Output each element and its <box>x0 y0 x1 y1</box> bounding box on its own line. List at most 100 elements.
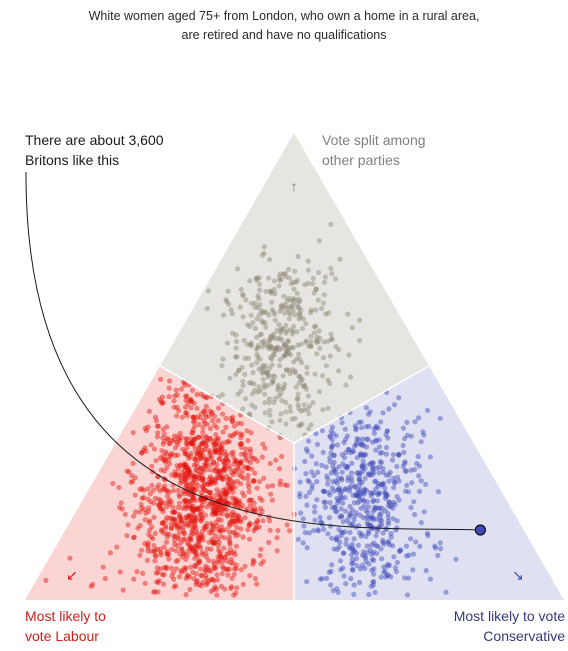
data-point-labour <box>173 558 179 565</box>
data-point-other <box>328 331 334 337</box>
data-point-labour <box>184 470 190 476</box>
data-point-labour <box>145 508 151 515</box>
data-point-labour <box>247 449 253 455</box>
data-point-other <box>278 411 284 417</box>
data-point-labour <box>130 430 136 436</box>
data-point-labour <box>217 549 224 555</box>
data-point-labour <box>182 521 188 527</box>
data-point-conservative <box>362 486 368 492</box>
data-point-other <box>248 342 254 348</box>
data-point-labour <box>202 523 208 530</box>
data-point-conservative <box>320 449 326 455</box>
data-point-labour <box>170 517 176 523</box>
data-point-labour <box>198 489 205 496</box>
data-point-other <box>268 334 274 340</box>
data-point-labour <box>164 488 171 494</box>
data-point-labour <box>154 434 160 440</box>
data-point-labour <box>194 578 200 584</box>
data-point-conservative <box>363 558 369 565</box>
data-point-labour <box>215 543 221 549</box>
data-point-labour <box>133 509 139 515</box>
data-point-conservative <box>404 432 410 438</box>
data-point-conservative <box>367 409 373 415</box>
data-point-conservative <box>374 526 380 532</box>
data-point-conservative <box>343 436 349 442</box>
data-point-other <box>268 333 275 339</box>
data-point-labour <box>226 463 232 469</box>
data-point-labour <box>171 509 177 515</box>
data-point-labour <box>185 465 191 471</box>
data-point-labour <box>182 473 188 479</box>
data-point-other <box>248 312 254 318</box>
data-point-labour <box>269 483 276 489</box>
data-point-labour <box>231 521 237 527</box>
data-point-labour <box>122 511 128 517</box>
data-point-labour <box>186 467 192 473</box>
data-point-labour <box>218 533 224 539</box>
data-point-conservative <box>392 402 398 408</box>
data-point-labour <box>203 582 209 588</box>
data-point-conservative <box>353 427 359 433</box>
data-point-labour <box>210 527 217 533</box>
data-point-labour <box>215 418 221 424</box>
data-point-labour <box>184 440 190 446</box>
data-point-labour <box>210 540 216 547</box>
data-point-labour <box>259 508 265 514</box>
data-point-other <box>236 368 242 374</box>
data-point-labour <box>181 462 188 468</box>
data-point-labour <box>216 441 222 447</box>
data-point-labour <box>195 434 201 440</box>
data-point-conservative <box>355 487 361 493</box>
data-point-other <box>272 311 278 318</box>
data-point-labour <box>200 425 206 431</box>
data-point-conservative <box>339 529 345 535</box>
data-point-labour <box>189 387 196 393</box>
data-point-other <box>294 290 300 296</box>
data-point-conservative <box>306 479 312 485</box>
data-point-labour <box>209 536 216 542</box>
data-point-labour <box>252 456 258 462</box>
data-point-labour <box>183 410 189 416</box>
data-point-other <box>315 269 322 276</box>
data-point-labour <box>218 507 224 513</box>
data-point-conservative <box>306 489 312 496</box>
data-point-conservative <box>378 546 384 552</box>
data-point-conservative <box>361 487 367 494</box>
data-point-labour <box>183 462 189 468</box>
data-point-conservative <box>312 504 318 510</box>
data-point-labour <box>192 418 198 424</box>
data-point-labour <box>236 466 242 472</box>
data-point-labour <box>139 547 145 553</box>
data-point-labour <box>203 443 209 449</box>
data-point-labour <box>176 511 182 517</box>
data-point-labour <box>252 470 258 476</box>
data-point-conservative <box>369 472 375 478</box>
data-point-labour <box>217 510 223 516</box>
data-point-conservative <box>387 542 393 548</box>
data-point-labour <box>204 580 210 586</box>
data-point-other <box>290 307 296 314</box>
data-point-other <box>262 410 268 416</box>
data-point-labour <box>199 509 205 515</box>
data-point-labour <box>171 404 177 410</box>
data-point-other <box>284 349 290 355</box>
data-point-labour <box>187 499 193 505</box>
data-point-labour <box>172 517 178 523</box>
data-point-conservative <box>373 438 379 444</box>
data-point-labour <box>202 482 208 488</box>
data-point-conservative <box>423 567 429 574</box>
data-point-conservative <box>355 437 362 443</box>
data-point-labour <box>216 475 222 481</box>
data-point-labour <box>190 477 196 483</box>
data-point-conservative <box>370 468 376 474</box>
data-point-conservative <box>368 493 374 499</box>
data-point-labour <box>196 560 202 566</box>
data-point-other <box>246 380 253 386</box>
data-point-labour <box>233 533 239 539</box>
data-point-conservative <box>344 517 350 523</box>
data-point-conservative <box>306 530 312 536</box>
data-point-other <box>284 343 290 350</box>
data-point-labour <box>201 466 207 472</box>
data-point-labour <box>164 550 170 557</box>
data-point-conservative <box>352 548 358 554</box>
